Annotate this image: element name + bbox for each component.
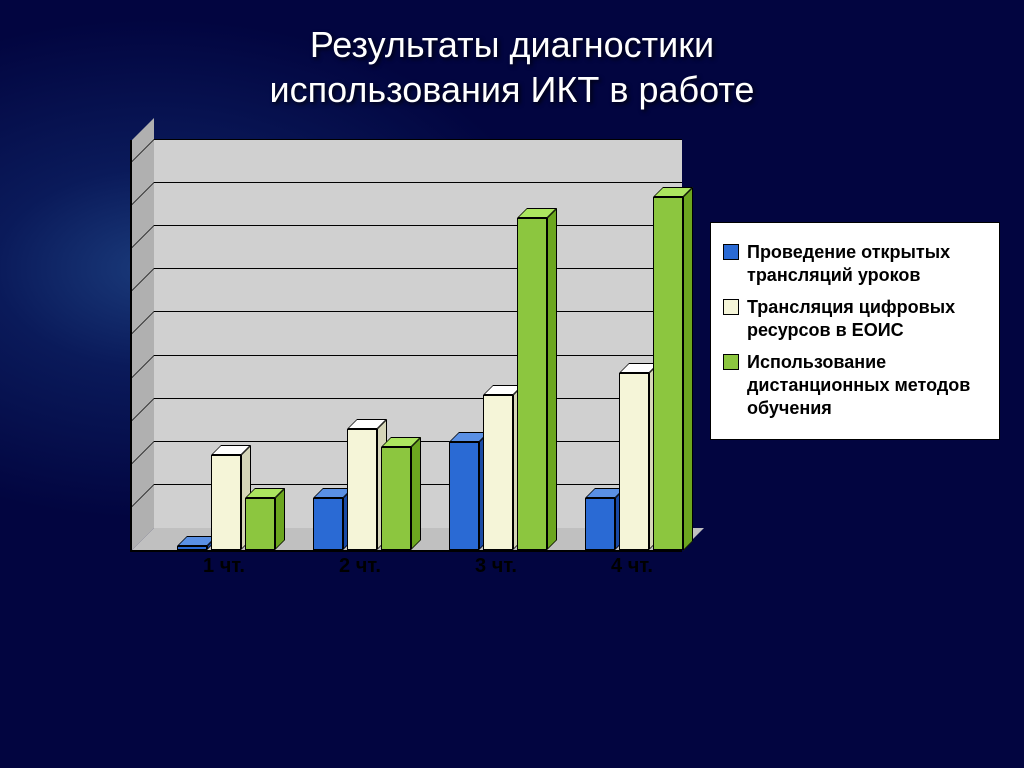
title-line-2: использования ИКТ в работе <box>0 67 1024 112</box>
bar <box>313 498 343 550</box>
legend-label: Проведение открытых трансляций уроков <box>747 241 987 288</box>
grid-line <box>154 225 682 226</box>
side-wall <box>132 118 154 550</box>
legend-label: Трансляция цифровых ресурсов в ЕОИС <box>747 296 987 343</box>
legend-item: Трансляция цифровых ресурсов в ЕОИС <box>723 296 987 343</box>
grid-line <box>154 311 682 312</box>
legend: Проведение открытых трансляций уроков Тра… <box>710 222 1000 440</box>
grid-line <box>154 268 682 269</box>
bar <box>381 447 411 550</box>
bar <box>449 442 479 550</box>
bar <box>245 498 275 550</box>
plot-area <box>130 140 682 552</box>
bar <box>517 218 547 550</box>
x-tick-label: 2 чт. <box>320 555 400 578</box>
bar <box>177 546 207 550</box>
bar <box>483 395 513 550</box>
bar <box>653 197 683 551</box>
legend-item: Использование дистанционных методов обуч… <box>723 351 987 421</box>
legend-swatch <box>723 299 739 315</box>
slide-title: Результаты диагностики использования ИКТ… <box>0 0 1024 112</box>
x-tick-label: 3 чт. <box>456 555 536 578</box>
bar <box>211 455 241 550</box>
grid-line <box>154 139 682 140</box>
title-line-1: Результаты диагностики <box>0 22 1024 67</box>
bar <box>619 373 649 550</box>
grid-line <box>154 182 682 183</box>
legend-swatch <box>723 244 739 260</box>
legend-item: Проведение открытых трансляций уроков <box>723 241 987 288</box>
legend-label: Использование дистанционных методов обуч… <box>747 351 987 421</box>
bar-chart: 0102030405060708090 1 чт.2 чт.3 чт.4 чт.… <box>70 130 950 610</box>
grid-line <box>154 355 682 356</box>
bar <box>347 429 377 550</box>
grid-line <box>154 398 682 399</box>
x-tick-label: 4 чт. <box>592 555 672 578</box>
x-tick-label: 1 чт. <box>184 555 264 578</box>
legend-swatch <box>723 354 739 370</box>
bar <box>585 498 615 550</box>
